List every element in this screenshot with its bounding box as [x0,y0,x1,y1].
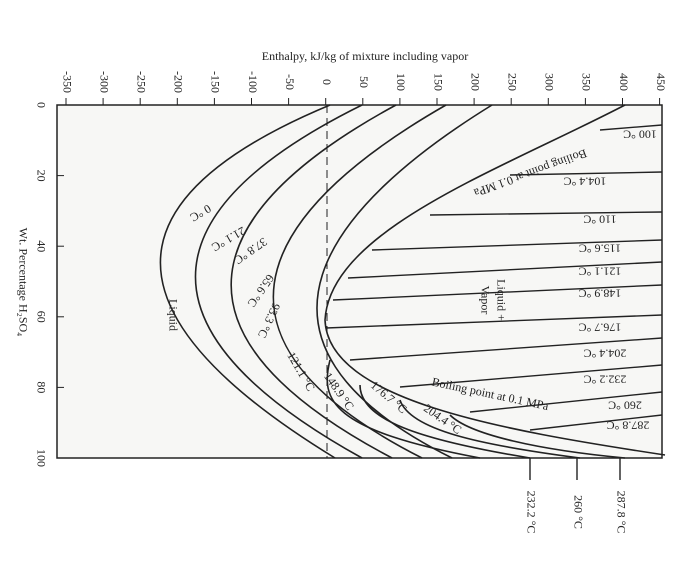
y-tick-label: 60 [34,311,48,323]
x-tick-label: 300 [543,73,557,91]
bottom-label: 287.8 °C [614,491,628,534]
tie-line-label: 100 °C [623,127,657,141]
x-tick-label: -250 [134,71,148,93]
x-tick-label: 250 [505,73,519,91]
bottom-label: 260 °C [571,495,585,529]
tie-line-label: 232.2 °C [584,372,627,386]
tie-line-label: 115.6 °C [579,241,621,255]
region-label: Liquid + [494,279,508,321]
y-tick-label: 20 [34,170,48,182]
x-tick-label: -300 [97,71,111,93]
curves [159,104,666,480]
x-tick-label: -50 [283,74,297,90]
x-tick-label: -200 [172,71,186,93]
region-label: Liquid [166,299,180,331]
tie-line-label: 110 °C [583,212,616,226]
x-tick-label: 150 [431,73,445,91]
x-axis-title: Enthalpy, kJ/kg of mixture including vap… [262,49,469,63]
x-tick-label: 0 [320,79,334,85]
tie-line-label: 104.4 °C [564,174,607,188]
x-tick-label: 50 [357,76,371,88]
y-tick-label: 40 [34,240,48,252]
bottom-label: 232.2 °C [524,491,538,534]
plot-frame [56,104,663,459]
x-tick-label: -100 [246,71,260,93]
y-tick-label: 100 [34,449,48,467]
region-label: Vapor [478,286,492,315]
tie-line-label: 287.8 °C [607,418,650,432]
tie-line-label: 176.7 °C [579,320,622,334]
tie-line-label: 148.9 °C [579,286,622,300]
x-tick-label: 200 [468,73,482,91]
y-axis-title: Wt. Percentage H₂SO₄ [16,228,30,337]
x-tick-label: 400 [617,73,631,91]
x-tick-label: -150 [209,71,223,93]
tie-line-label: 121.1 °C [579,264,622,278]
x-tick-label: -350 [60,71,74,93]
tie-line-label: 260 °C [608,398,642,412]
x-tick-label: 100 [394,73,408,91]
y-tick-label: 80 [34,381,48,393]
x-tick-label: 450 [654,73,668,91]
x-tick-label: 350 [580,73,594,91]
tie-line-label: 204.4 °C [584,346,627,360]
y-tick-label: 0 [34,102,48,108]
